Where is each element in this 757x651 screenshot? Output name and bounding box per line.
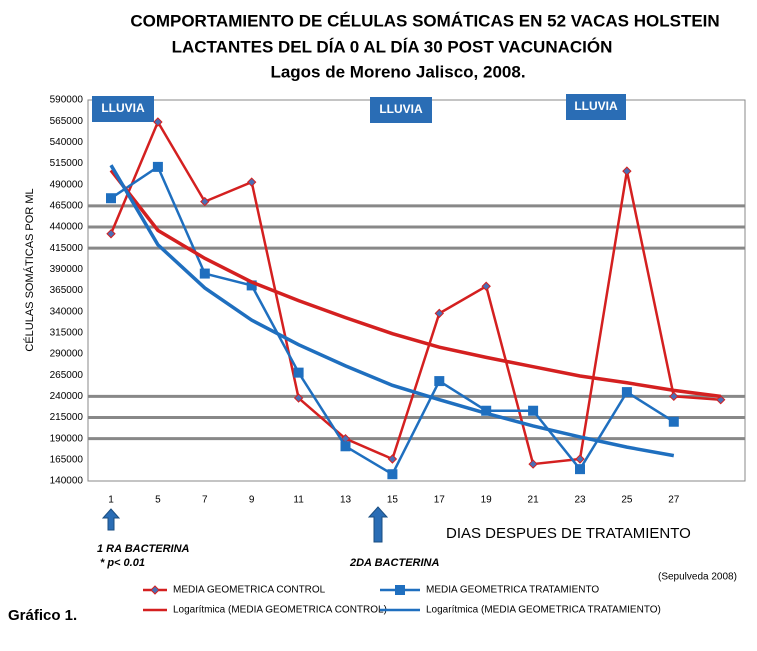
- annotation: 1 RA BACTERINA: [97, 543, 190, 555]
- y-tick-label: 215000: [50, 412, 84, 423]
- x-tick-label: 13: [340, 495, 352, 506]
- y-axis-label: CÉLULAS SOMÁTICAS POR ML: [23, 188, 36, 351]
- point: [293, 393, 304, 403]
- point: [575, 454, 585, 464]
- x-tick-label: 9: [249, 495, 255, 506]
- x-tick-label: 25: [621, 495, 633, 506]
- rain-box: [370, 97, 432, 123]
- point: [106, 229, 116, 239]
- rain-box: [92, 96, 154, 122]
- series-line: [109, 119, 721, 466]
- y-tick-label: 340000: [50, 306, 84, 317]
- y-tick-label: 265000: [50, 370, 84, 381]
- point: [395, 585, 405, 595]
- legend-label: Logarítmica (MEDIA GEOMETRICA TRATAMIENT…: [426, 605, 661, 616]
- point: [152, 161, 163, 172]
- x-tick-label: 11: [293, 495, 304, 506]
- x-tick-label: 21: [528, 495, 540, 506]
- annotation: 2DA BACTERINA: [349, 557, 439, 569]
- title-line: Lagos de Moreno Jalisco, 2008.: [270, 62, 525, 81]
- x-tick-label: 19: [481, 495, 493, 506]
- point: [387, 454, 398, 464]
- point: [621, 387, 632, 398]
- arrow: [101, 508, 121, 531]
- point: [150, 585, 160, 595]
- y-tick-label: 140000: [50, 476, 84, 487]
- y-tick-label: 240000: [50, 391, 84, 402]
- point: [575, 464, 585, 475]
- trend-line: [109, 164, 675, 458]
- y-tick-label: 390000: [50, 264, 84, 275]
- y-tick-label: 365000: [50, 285, 84, 296]
- y-tick-label: 590000: [50, 95, 84, 106]
- series-line: [110, 165, 675, 476]
- point: [669, 391, 679, 402]
- x-tick-label: 27: [668, 495, 680, 506]
- y-tick-label: 565000: [50, 116, 84, 127]
- x-tick-label: 23: [574, 495, 586, 506]
- rain-label: LLUVIA: [379, 102, 423, 116]
- figure-label: Gráfico 1.: [8, 607, 77, 624]
- y-tick-label: 540000: [50, 137, 84, 148]
- y-tick-label: 290000: [50, 349, 84, 360]
- point: [434, 308, 445, 319]
- y-tick-label: 415000: [50, 243, 84, 254]
- point: [481, 405, 492, 416]
- legend-label: Logarítmica (MEDIA GEOMETRICA CONTROL): [173, 605, 387, 616]
- x-axis-label: DIAS DESPUES DE TRATAMIENTO: [446, 525, 691, 542]
- point: [387, 469, 398, 480]
- legend-label: MEDIA GEOMETRICA TRATAMIENTO: [426, 585, 599, 596]
- x-tick-label: 1: [108, 495, 114, 506]
- annotation: * p< 0.01: [100, 557, 145, 569]
- point: [199, 268, 210, 279]
- x-tick-label: 5: [155, 495, 161, 506]
- point: [340, 441, 351, 452]
- point: [153, 117, 163, 127]
- x-tick-label: 15: [387, 495, 399, 506]
- rain-box: [566, 94, 626, 120]
- point: [106, 193, 116, 204]
- trend-line: [109, 169, 721, 399]
- y-tick-label: 315000: [50, 327, 84, 338]
- rain-label: LLUVIA: [574, 99, 618, 113]
- point: [622, 166, 632, 176]
- point: [246, 280, 257, 291]
- rain-label: LLUVIA: [101, 101, 145, 115]
- y-tick-label: 490000: [50, 179, 84, 190]
- source: (Sepulveda 2008): [658, 572, 737, 583]
- point: [200, 196, 210, 207]
- point: [481, 281, 491, 291]
- y-tick-label: 515000: [50, 158, 84, 169]
- title-line: COMPORTAMIENTO DE CÉLULAS SOMÁTICAS EN 5…: [130, 11, 719, 30]
- arrow: [367, 506, 389, 543]
- legend-label: MEDIA GEOMETRICA CONTROL: [173, 585, 326, 596]
- point: [246, 177, 257, 187]
- y-tick-label: 465000: [50, 200, 84, 211]
- title-line: LACTANTES DEL DÍA 0 AL DÍA 30 POST VACUN…: [172, 37, 613, 56]
- point: [528, 459, 538, 469]
- point: [668, 416, 679, 427]
- y-tick-label: 440000: [50, 222, 84, 233]
- y-tick-label: 165000: [50, 454, 84, 465]
- y-tick-label: 190000: [50, 433, 84, 444]
- point: [528, 405, 539, 416]
- x-tick-label: 7: [202, 495, 208, 506]
- point: [293, 367, 304, 378]
- x-tick-label: 17: [434, 495, 446, 506]
- point: [434, 376, 445, 387]
